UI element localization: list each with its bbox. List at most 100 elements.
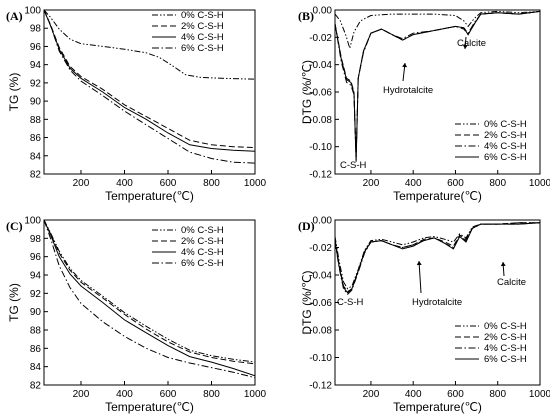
y-tick-label: -0.12 [309, 170, 332, 181]
y-tick-label: 98 [30, 234, 42, 245]
x-tick-label: 200 [73, 178, 90, 189]
y-tick-label: -0.08 [309, 326, 332, 337]
series-line-3 [44, 10, 255, 152]
series-line-4 [44, 220, 255, 379]
legend-entry: 0% C-S-H [484, 119, 527, 130]
panel-label: (B) [298, 9, 314, 23]
y-tick-label: 82 [30, 170, 42, 181]
chart-panel-3: (C) 200 400 600 800 1000 82 84 86 88 90 92 94 96 98 100… [6, 216, 267, 415]
x-tick-label: 400 [405, 178, 422, 189]
legend-entry: 2% C-S-H [484, 332, 527, 343]
legend: 0% C-S-H2% C-S-H4% C-S-H6% C-S-H [455, 321, 527, 365]
annotation-label: C-S-H [337, 297, 364, 308]
y-tick-label: 92 [30, 289, 42, 300]
annotation-label: Hydrotalcite [412, 297, 462, 308]
annotation-label: Calcite [457, 38, 486, 49]
panel-label: (C) [6, 219, 23, 233]
legend-entry: 4% C-S-H [484, 343, 527, 354]
legend-entry: 2% C-S-H [181, 236, 224, 247]
y-tick-label: -0.04 [309, 271, 332, 282]
legend: 0% C-S-H2% C-S-H4% C-S-H6% C-S-H [152, 225, 224, 269]
x-tick-label: 800 [203, 178, 220, 189]
x-tick-label: 800 [489, 178, 506, 189]
series-line-2 [44, 10, 255, 149]
y-tick-label: 86 [30, 344, 42, 355]
legend-entry: 6% C-S-H [181, 43, 224, 54]
y-tick-label: -0.02 [309, 243, 332, 254]
series-line-1 [44, 220, 255, 363]
series-line-3 [44, 220, 255, 377]
x-tick-label: 800 [203, 389, 220, 400]
y-tick-label: 0.00 [313, 216, 333, 227]
series-line-4 [335, 10, 540, 162]
annotation-arrowhead [402, 63, 408, 68]
panel-label: (D) [298, 219, 315, 233]
x-axis-title: Temperature(℃) [105, 189, 194, 203]
y-tick-label: 84 [30, 362, 42, 373]
annotation-arrow [418, 260, 422, 294]
x-tick-label: 1000 [244, 389, 267, 400]
series-line-4 [335, 222, 540, 294]
x-tick-label: 1000 [529, 389, 550, 400]
y-axis-title: DTG (%/℃) [300, 270, 314, 334]
x-tick-label: 400 [116, 178, 133, 189]
legend-entry: 6% C-S-H [484, 152, 527, 163]
chart-panel-2: (B) 200 400 600 800 1000 0.00 -0.02 -0.04 -0.06 -0… [298, 6, 550, 204]
y-axis-title: TG (%) [7, 73, 21, 112]
x-tick-label: 600 [447, 389, 464, 400]
y-tick-label: -0.06 [309, 298, 332, 309]
legend: 0% C-S-H2% C-S-H4% C-S-H6% C-S-H [455, 119, 527, 163]
y-tick-label: -0.12 [309, 381, 332, 392]
legend-entry: 0% C-S-H [484, 321, 527, 332]
y-tick-label: 96 [30, 42, 42, 53]
y-tick-label: 96 [30, 252, 42, 263]
annotation-label: Calcite [497, 277, 526, 288]
y-tick-label: 86 [30, 133, 42, 144]
x-tick-label: 600 [160, 389, 177, 400]
legend-entry: 0% C-S-H [181, 225, 224, 236]
y-axis-title: TG (%) [7, 283, 21, 322]
x-tick-label: 200 [73, 389, 90, 400]
y-tick-label: -0.04 [309, 60, 332, 71]
x-tick-label: 200 [363, 178, 380, 189]
y-tick-label: 90 [30, 97, 42, 108]
y-axis-title: DTG (%/℃) [300, 60, 314, 124]
chart-panel-1: (A) 200 400 600 800 1000 82 84 86 88 90 92 94 96 98 100… [6, 6, 267, 204]
y-tick-label: -0.10 [309, 142, 332, 153]
plot-frame [43, 219, 256, 386]
x-tick-label: 800 [489, 389, 506, 400]
legend-entry: 4% C-S-H [484, 141, 527, 152]
x-axis-title: Temperature(℃) [393, 189, 482, 203]
legend-entry: 6% C-S-H [484, 354, 527, 365]
x-axis-title: Temperature(℃) [393, 400, 482, 414]
y-tick-label: 88 [30, 115, 42, 126]
legend-entry: 4% C-S-H [181, 32, 224, 43]
y-tick-label: 94 [30, 60, 42, 71]
y-tick-label: 100 [24, 216, 41, 227]
y-tick-label: 98 [30, 24, 42, 35]
legend-entry: 6% C-S-H [181, 258, 224, 269]
x-tick-label: 400 [116, 389, 133, 400]
annotation-label: C-S-H [340, 160, 367, 171]
series-line-1 [44, 10, 255, 80]
legend-entry: 4% C-S-H [181, 247, 224, 258]
x-axis-title: Temperature(℃) [105, 400, 194, 414]
panel-label: (A) [6, 9, 23, 23]
series-line-4 [44, 10, 255, 164]
series-line-1 [335, 10, 540, 51]
y-tick-label: 90 [30, 307, 42, 318]
plot-frame [43, 9, 256, 175]
annotation-arrowhead [462, 44, 468, 49]
y-tick-label: -0.10 [309, 353, 332, 364]
series-line-3 [335, 222, 540, 296]
series-line-1 [335, 222, 540, 290]
x-tick-label: 600 [160, 178, 177, 189]
x-tick-label: 400 [405, 389, 422, 400]
y-tick-label: 100 [24, 6, 41, 17]
x-tick-label: 1000 [529, 178, 550, 189]
legend-entry: 0% C-S-H [181, 10, 224, 21]
legend-entry: 2% C-S-H [484, 130, 527, 141]
y-tick-label: 84 [30, 151, 42, 162]
x-tick-label: 200 [363, 389, 380, 400]
